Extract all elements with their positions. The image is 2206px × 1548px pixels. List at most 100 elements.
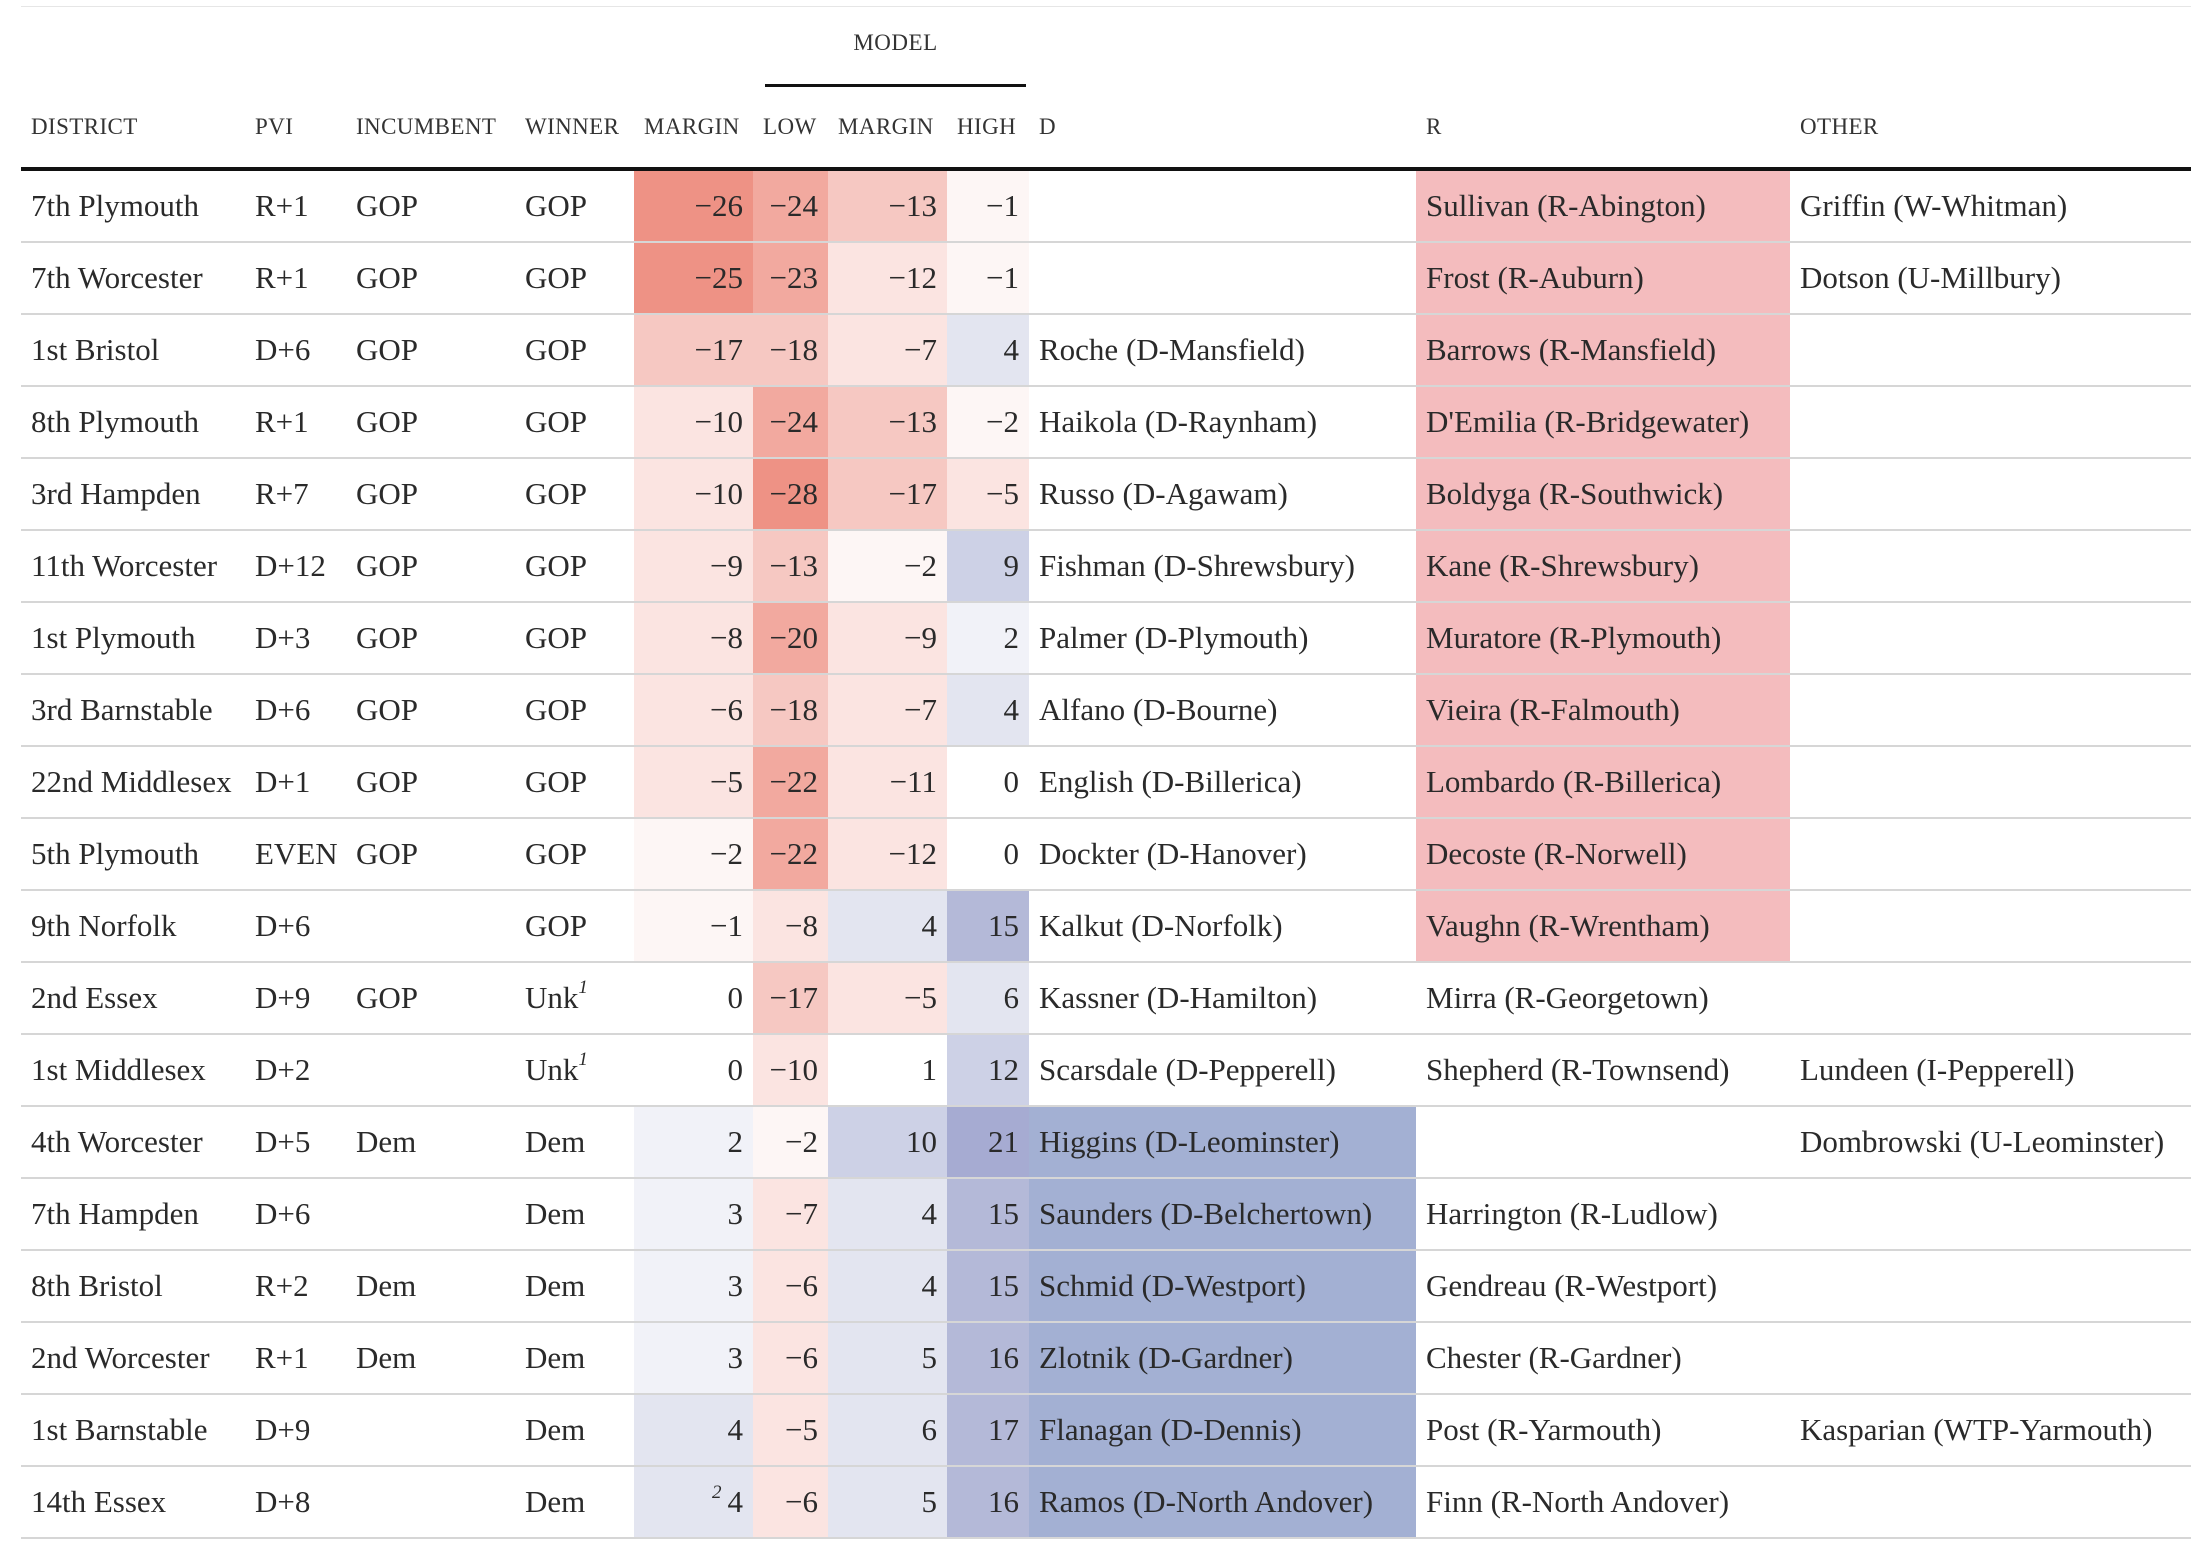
cell-r-candidate xyxy=(1416,1106,1790,1179)
col-header-other[interactable]: OTHER xyxy=(1790,87,2191,171)
col-header-pvi[interactable]: PVI xyxy=(245,87,346,171)
table-row[interactable]: 8th Plymouth R+1 GOP GOP −10 −24 −13 −2 Haikola … xyxy=(21,386,2191,459)
cell-model-margin-text: −2 xyxy=(904,548,937,583)
cell-incumbent: GOP xyxy=(346,169,515,243)
district-results-table: DISTRICT PVI INCUMBENT WINNER MARGIN LOW… xyxy=(21,87,2191,1539)
cell-model-low-text: −8 xyxy=(785,908,818,943)
col-header-district[interactable]: DISTRICT xyxy=(21,87,245,171)
cell-model-high: −2 xyxy=(947,386,1029,459)
cell-model-margin: −17 xyxy=(828,458,947,531)
cell-r-candidate: Finn (R-North Andover) xyxy=(1416,1466,1790,1539)
cell-model-margin: −7 xyxy=(828,674,947,747)
cell-winner-text: Dem xyxy=(525,1124,586,1159)
footnote-marker: 1 xyxy=(578,976,588,998)
cell-d-candidate xyxy=(1029,169,1416,243)
table-row[interactable]: 1st Bristol D+6 GOP GOP −17 −18 −7 4 Roche (D-Ma… xyxy=(21,314,2191,387)
cell-winner: GOP xyxy=(515,386,634,459)
col-header-model-high[interactable]: HIGH xyxy=(947,87,1029,171)
cell-model-high-text: 2 xyxy=(1003,620,1020,655)
table-row[interactable]: 3rd Barnstable D+6 GOP GOP −6 −18 −7 4 Alfano (D… xyxy=(21,674,2191,747)
table-row[interactable]: 1st Barnstable D+9 Dem 4 −5 6 17 Flanagan (D-De… xyxy=(21,1394,2191,1467)
cell-model-low: −6 xyxy=(753,1466,828,1539)
cell-other-candidate xyxy=(1790,674,2191,747)
table-row[interactable]: 4th Worcester D+5 Dem Dem 2 −2 10 21 Higgins (D-… xyxy=(21,1106,2191,1179)
col-header-margin[interactable]: MARGIN xyxy=(634,87,753,171)
table-row[interactable]: 14th Essex D+8 Dem 2 4 −6 5 16 Ramos (D-North An… xyxy=(21,1466,2191,1539)
cell-margin: −6 xyxy=(634,674,753,747)
cell-winner-text: GOP xyxy=(525,188,588,223)
cell-incumbent xyxy=(346,1178,515,1251)
cell-model-low-text: −6 xyxy=(785,1484,818,1519)
cell-model-low-text: −6 xyxy=(785,1340,818,1375)
cell-d-candidate-text: Alfano (D-Bourne) xyxy=(1039,692,1278,727)
table-row[interactable]: 2nd Essex D+9 GOP Unk1 0 −17 −5 6 Kassner (D-Ham… xyxy=(21,962,2191,1035)
cell-other-candidate: Kasparian (WTP-Yarmouth) xyxy=(1790,1394,2191,1467)
cell-pvi: R+1 xyxy=(245,386,346,459)
footnote-marker: 1 xyxy=(578,1048,588,1070)
cell-district: 14th Essex xyxy=(21,1466,245,1539)
footnote-marker: 2 xyxy=(712,1482,722,1503)
cell-model-high-text: 15 xyxy=(988,908,1019,943)
cell-pvi: D+2 xyxy=(245,1034,346,1107)
cell-other-candidate xyxy=(1790,1466,2191,1539)
table-row[interactable]: 3rd Hampden R+7 GOP GOP −10 −28 −17 −5 Russo (D-… xyxy=(21,458,2191,531)
col-header-model-margin[interactable]: MARGIN xyxy=(828,87,947,171)
cell-r-candidate-text: Decoste (R-Norwell) xyxy=(1426,836,1687,871)
cell-incumbent-text: GOP xyxy=(356,980,419,1015)
cell-district: 1st Bristol xyxy=(21,314,245,387)
table-row[interactable]: 5th Plymouth EVEN GOP GOP −2 −22 −12 0 Dockter (… xyxy=(21,818,2191,891)
cell-incumbent-text: GOP xyxy=(356,404,419,439)
cell-d-candidate: Flanagan (D-Dennis) xyxy=(1029,1394,1416,1467)
cell-d-candidate-text: Haikola (D-Raynham) xyxy=(1039,404,1318,439)
table-row[interactable]: 8th Bristol R+2 Dem Dem 3 −6 4 15 Schmid (D-West… xyxy=(21,1250,2191,1323)
cell-model-margin: −2 xyxy=(828,530,947,603)
table-row[interactable]: 7th Worcester R+1 GOP GOP −25 −23 −12 −1 Frost (… xyxy=(21,242,2191,315)
col-header-winner[interactable]: WINNER xyxy=(515,87,634,171)
col-header-d[interactable]: D xyxy=(1029,87,1416,171)
cell-model-margin-text: 1 xyxy=(921,1052,938,1087)
cell-pvi: D+8 xyxy=(245,1466,346,1539)
cell-district: 5th Plymouth xyxy=(21,818,245,891)
table-row[interactable]: 9th Norfolk D+6 GOP −1 −8 4 15 Kalkut (D-Norfol… xyxy=(21,890,2191,963)
cell-model-high: −5 xyxy=(947,458,1029,531)
cell-margin-text: −2 xyxy=(710,836,743,871)
table-row[interactable]: 7th Plymouth R+1 GOP GOP −26 −24 −13 −1 Sullivan… xyxy=(21,169,2191,243)
cell-d-candidate-text: Schmid (D-Westport) xyxy=(1039,1268,1306,1303)
table-row[interactable]: 11th Worcester D+12 GOP GOP −9 −13 −2 9 Fishman … xyxy=(21,530,2191,603)
cell-pvi-text: R+2 xyxy=(255,1268,309,1303)
cell-pvi: R+7 xyxy=(245,458,346,531)
cell-other-candidate xyxy=(1790,890,2191,963)
col-header-model-low[interactable]: LOW xyxy=(753,87,828,171)
cell-pvi-text: D+9 xyxy=(255,980,311,1015)
table-row[interactable]: 1st Plymouth D+3 GOP GOP −8 −20 −9 2 Palmer (D-P… xyxy=(21,602,2191,675)
table-row[interactable]: 1st Middlesex D+2 Unk1 0 −10 1 12 Scarsdale (D-… xyxy=(21,1034,2191,1107)
cell-other-candidate xyxy=(1790,602,2191,675)
cell-model-high: 0 xyxy=(947,818,1029,891)
cell-margin: 3 xyxy=(634,1250,753,1323)
col-header-r[interactable]: R xyxy=(1416,87,1790,171)
cell-r-candidate-text: Gendreau (R-Westport) xyxy=(1426,1268,1718,1303)
cell-d-candidate-text: Kassner (D-Hamilton) xyxy=(1039,980,1318,1015)
cell-model-high: 15 xyxy=(947,1250,1029,1323)
table-row[interactable]: 7th Hampden D+6 Dem 3 −7 4 15 Saunders (D-Belch… xyxy=(21,1178,2191,1251)
cell-model-margin: −12 xyxy=(828,818,947,891)
cell-margin-text: 4 xyxy=(727,1412,744,1447)
cell-other-candidate xyxy=(1790,314,2191,387)
table-row[interactable]: 2nd Worcester R+1 Dem Dem 3 −6 5 16 Zlotnik (D-G… xyxy=(21,1322,2191,1395)
cell-margin: −26 xyxy=(634,169,753,243)
cell-pvi: D+12 xyxy=(245,530,346,603)
cell-other-candidate-text: Kasparian (WTP-Yarmouth) xyxy=(1800,1412,2153,1447)
cell-model-high: 6 xyxy=(947,962,1029,1035)
cell-model-high-text: 0 xyxy=(1003,764,1020,799)
cell-incumbent: GOP xyxy=(346,602,515,675)
cell-incumbent: GOP xyxy=(346,386,515,459)
cell-winner-text: GOP xyxy=(525,692,588,727)
table-row[interactable]: 22nd Middlesex D+1 GOP GOP −5 −22 −11 0 English … xyxy=(21,746,2191,819)
cell-model-margin-text: 4 xyxy=(921,1196,938,1231)
cell-model-low: −17 xyxy=(753,962,828,1035)
cell-margin: −25 xyxy=(634,242,753,315)
cell-incumbent: GOP xyxy=(346,530,515,603)
cell-model-low-text: −22 xyxy=(769,836,818,871)
col-header-incumbent[interactable]: INCUMBENT xyxy=(346,87,515,171)
cell-margin: −2 xyxy=(634,818,753,891)
